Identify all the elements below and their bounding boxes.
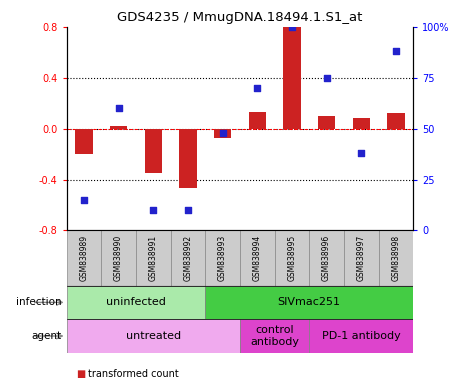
- Point: [288, 24, 295, 30]
- Bar: [240, 230, 275, 286]
- Point: [80, 197, 88, 203]
- Point: [358, 150, 365, 156]
- Text: uninfected: uninfected: [106, 297, 166, 308]
- Text: untreated: untreated: [125, 331, 181, 341]
- Bar: [309, 230, 344, 286]
- Bar: [205, 230, 240, 286]
- Bar: [387, 113, 405, 129]
- Bar: [318, 116, 335, 129]
- Bar: [110, 126, 127, 129]
- Bar: [214, 129, 231, 137]
- Bar: [179, 129, 197, 189]
- Text: PD-1 antibody: PD-1 antibody: [322, 331, 400, 341]
- Text: GSM838990: GSM838990: [114, 235, 123, 281]
- Bar: [75, 129, 93, 154]
- Text: GSM838995: GSM838995: [287, 235, 296, 281]
- Point: [149, 207, 157, 213]
- Bar: [66, 319, 240, 353]
- Point: [323, 74, 331, 81]
- Text: SIVmac251: SIVmac251: [278, 297, 341, 308]
- Text: control
antibody: control antibody: [250, 325, 299, 347]
- Point: [115, 105, 123, 111]
- Text: GSM838998: GSM838998: [391, 235, 400, 281]
- Point: [218, 130, 227, 136]
- Text: GSM838996: GSM838996: [322, 235, 331, 281]
- Bar: [248, 112, 266, 129]
- Text: infection: infection: [16, 297, 62, 308]
- Bar: [66, 230, 101, 286]
- Bar: [352, 118, 370, 129]
- Text: ■: ■: [76, 369, 85, 379]
- Bar: [379, 230, 413, 286]
- Point: [254, 85, 261, 91]
- Bar: [171, 230, 205, 286]
- Text: GSM838997: GSM838997: [357, 235, 366, 281]
- Point: [184, 207, 192, 213]
- Text: GSM838989: GSM838989: [79, 235, 88, 281]
- Bar: [283, 27, 301, 129]
- Text: transformed count: transformed count: [88, 369, 179, 379]
- Text: GSM838993: GSM838993: [218, 235, 227, 281]
- Text: GSM838991: GSM838991: [149, 235, 158, 281]
- Bar: [240, 319, 309, 353]
- Text: GSM838994: GSM838994: [253, 235, 262, 281]
- Bar: [344, 230, 379, 286]
- Title: GDS4235 / MmugDNA.18494.1.S1_at: GDS4235 / MmugDNA.18494.1.S1_at: [117, 11, 362, 24]
- Point: [392, 48, 400, 55]
- Bar: [205, 286, 413, 319]
- Bar: [144, 129, 162, 173]
- Bar: [101, 230, 136, 286]
- Bar: [309, 319, 413, 353]
- Bar: [275, 230, 309, 286]
- Bar: [66, 286, 205, 319]
- Text: GSM838992: GSM838992: [183, 235, 192, 281]
- Text: agent: agent: [32, 331, 62, 341]
- Bar: [136, 230, 171, 286]
